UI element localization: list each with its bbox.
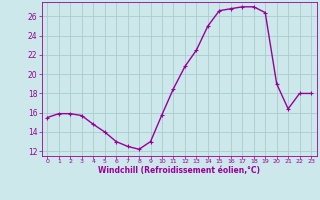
X-axis label: Windchill (Refroidissement éolien,°C): Windchill (Refroidissement éolien,°C) xyxy=(98,166,260,175)
